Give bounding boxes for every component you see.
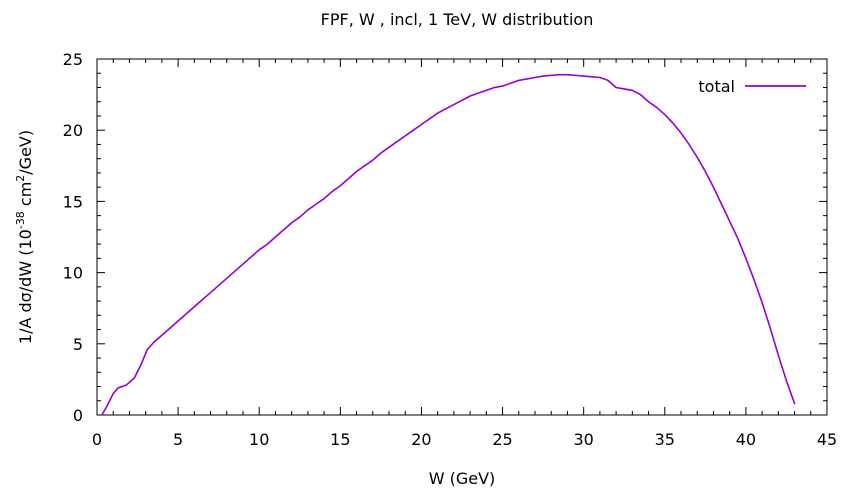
- x-tick-labels: 0 5 10 15 20 25 30 35 40 45: [92, 430, 837, 449]
- x-tick-label: 15: [330, 430, 350, 449]
- x-tick-label: 30: [573, 430, 593, 449]
- series-line-total: [101, 73, 796, 416]
- x-tick-label: 0: [92, 430, 102, 449]
- y-axis-label-exponent-2: 2: [14, 175, 27, 182]
- y-tick-label: 10: [63, 264, 83, 283]
- chart-title: FPF, W , incl, 1 TeV, W distribution: [321, 10, 594, 29]
- x-tick-label: 25: [492, 430, 512, 449]
- y-tick-label: 0: [73, 406, 83, 425]
- y-tick-labels: 0 5 10 15 20 25: [63, 50, 83, 425]
- legend-label-total: total: [698, 77, 735, 96]
- y-axis-label-exponent-1: -38: [14, 211, 27, 229]
- x-tick-label: 20: [411, 430, 431, 449]
- y-tick-label: 5: [73, 335, 83, 354]
- y-tick-label: 20: [63, 121, 83, 140]
- y-tick-label: 25: [63, 50, 83, 69]
- x-axis-label: W (GeV): [429, 469, 496, 488]
- x-tick-label: 40: [736, 430, 756, 449]
- x-tick-label: 10: [249, 430, 269, 449]
- x-tick-label: 45: [817, 430, 837, 449]
- y-axis-label: 1/A dσ/dW (10-38 cm2/GeV): [14, 130, 35, 344]
- x-tick-label: 5: [173, 430, 183, 449]
- tick-marks: [96, 58, 828, 416]
- y-axis-label-part-2: cm: [16, 182, 35, 211]
- y-axis-label-part-1: 1/A dσ/dW (10: [16, 229, 35, 344]
- y-tick-label: 15: [63, 192, 83, 211]
- y-axis-label-part-3: /GeV): [16, 130, 35, 175]
- plot-frame: [96, 58, 828, 416]
- legend: total: [698, 77, 806, 96]
- x-tick-label: 35: [655, 430, 675, 449]
